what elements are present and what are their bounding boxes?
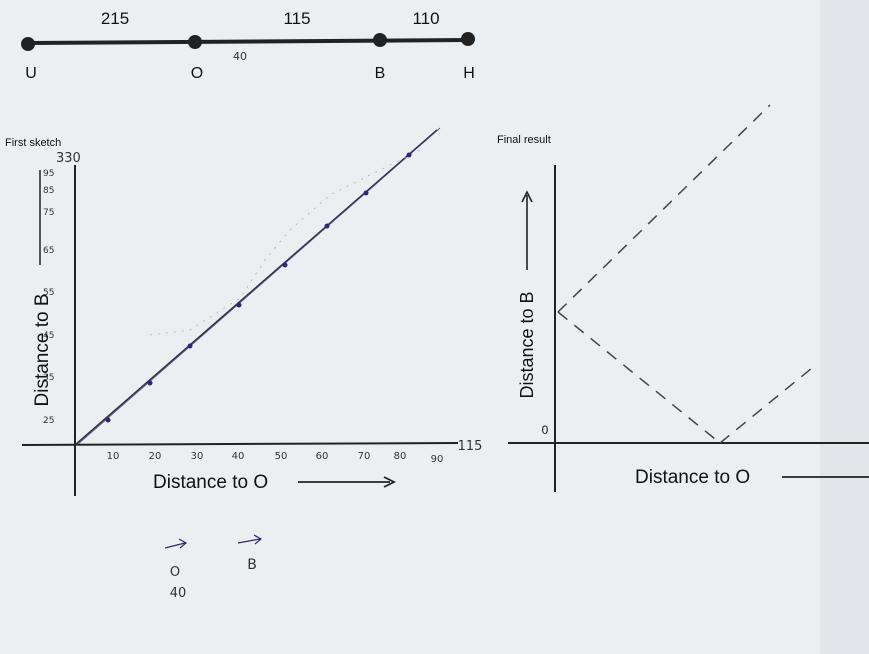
y-tick-label: 25: [43, 416, 54, 426]
origin-label: 0: [542, 423, 549, 437]
node-label: B: [375, 65, 386, 82]
node-dot: [188, 35, 202, 49]
note-arrow: [164, 538, 188, 549]
x-tick-label: 20: [149, 451, 162, 462]
y-tick-label: 35: [43, 373, 54, 383]
x-arrow-head: [383, 476, 397, 488]
first-sketch: First sketch 330 10 20 30 40 50 60 70 80: [5, 127, 483, 496]
point: [282, 262, 288, 268]
node-label: O: [191, 65, 203, 82]
y-tick-label: 75: [43, 208, 54, 218]
x-tick-label: 80: [394, 451, 407, 462]
y-top: 330: [56, 151, 81, 166]
point: [363, 190, 369, 196]
node-label: U: [25, 65, 37, 82]
x-axis: [21, 442, 459, 446]
note: 40: [233, 50, 247, 63]
x-axis-label: Distance to O: [153, 472, 268, 493]
sketch-points: [105, 152, 412, 423]
result-title: Final result: [497, 134, 551, 146]
x-tick-label: 90: [431, 454, 444, 465]
route: [27, 38, 469, 45]
x-tick-label: 60: [316, 451, 329, 462]
notes: O 40 B: [164, 534, 263, 601]
point: [147, 380, 153, 386]
y-axis-label: Distance to B: [517, 291, 537, 398]
note-text: O: [170, 565, 180, 580]
point: [236, 302, 242, 308]
y-tick-label: 55: [43, 288, 54, 298]
x-axis-label: Distance to O: [635, 467, 750, 488]
x-tick-label: 40: [232, 451, 245, 462]
x-end-label: 115: [458, 439, 483, 454]
node-label: H: [463, 65, 475, 82]
segment-label: 115: [283, 9, 310, 28]
x-tick-label: 70: [358, 451, 371, 462]
segment-label: 110: [412, 9, 439, 28]
paper-shade: [820, 0, 869, 654]
note-text: B: [247, 557, 257, 573]
point: [187, 343, 193, 349]
node-dot: [461, 32, 475, 46]
y-tick-label: 95: [43, 169, 54, 179]
y-tick-label: 85: [43, 186, 54, 196]
y-tick-label: 45: [43, 331, 54, 341]
y-ticks: 25 35 45 55 65 75 85 95: [43, 169, 54, 426]
note-arrow: [237, 534, 263, 545]
final-result: Final result 0 Distance to B Distance to…: [497, 104, 869, 492]
note-text: 40: [170, 586, 187, 601]
x-tick-label: 10: [107, 451, 120, 462]
node-dot: [373, 33, 387, 47]
top-line: 215 115 110 U O B H 40: [21, 9, 475, 82]
x-tick-label: 30: [191, 451, 204, 462]
point: [324, 223, 330, 229]
x-ticks: 10 20 30 40 50 60 70 80 90 115: [107, 439, 483, 465]
x-tick-label: 50: [275, 451, 288, 462]
y-arrow-head: [521, 190, 533, 203]
sketch-title: First sketch: [5, 137, 61, 149]
y-tick-label: 65: [43, 246, 54, 256]
segment-label: 215: [101, 9, 129, 28]
diagonal-blue: [76, 127, 441, 446]
diagonal: [74, 129, 438, 446]
node-dot: [21, 37, 35, 51]
point: [105, 417, 111, 423]
point: [406, 152, 412, 158]
dashed-line: [557, 104, 771, 313]
dashed-line: [557, 311, 721, 444]
y-axis-label: Distance to B: [32, 294, 53, 407]
